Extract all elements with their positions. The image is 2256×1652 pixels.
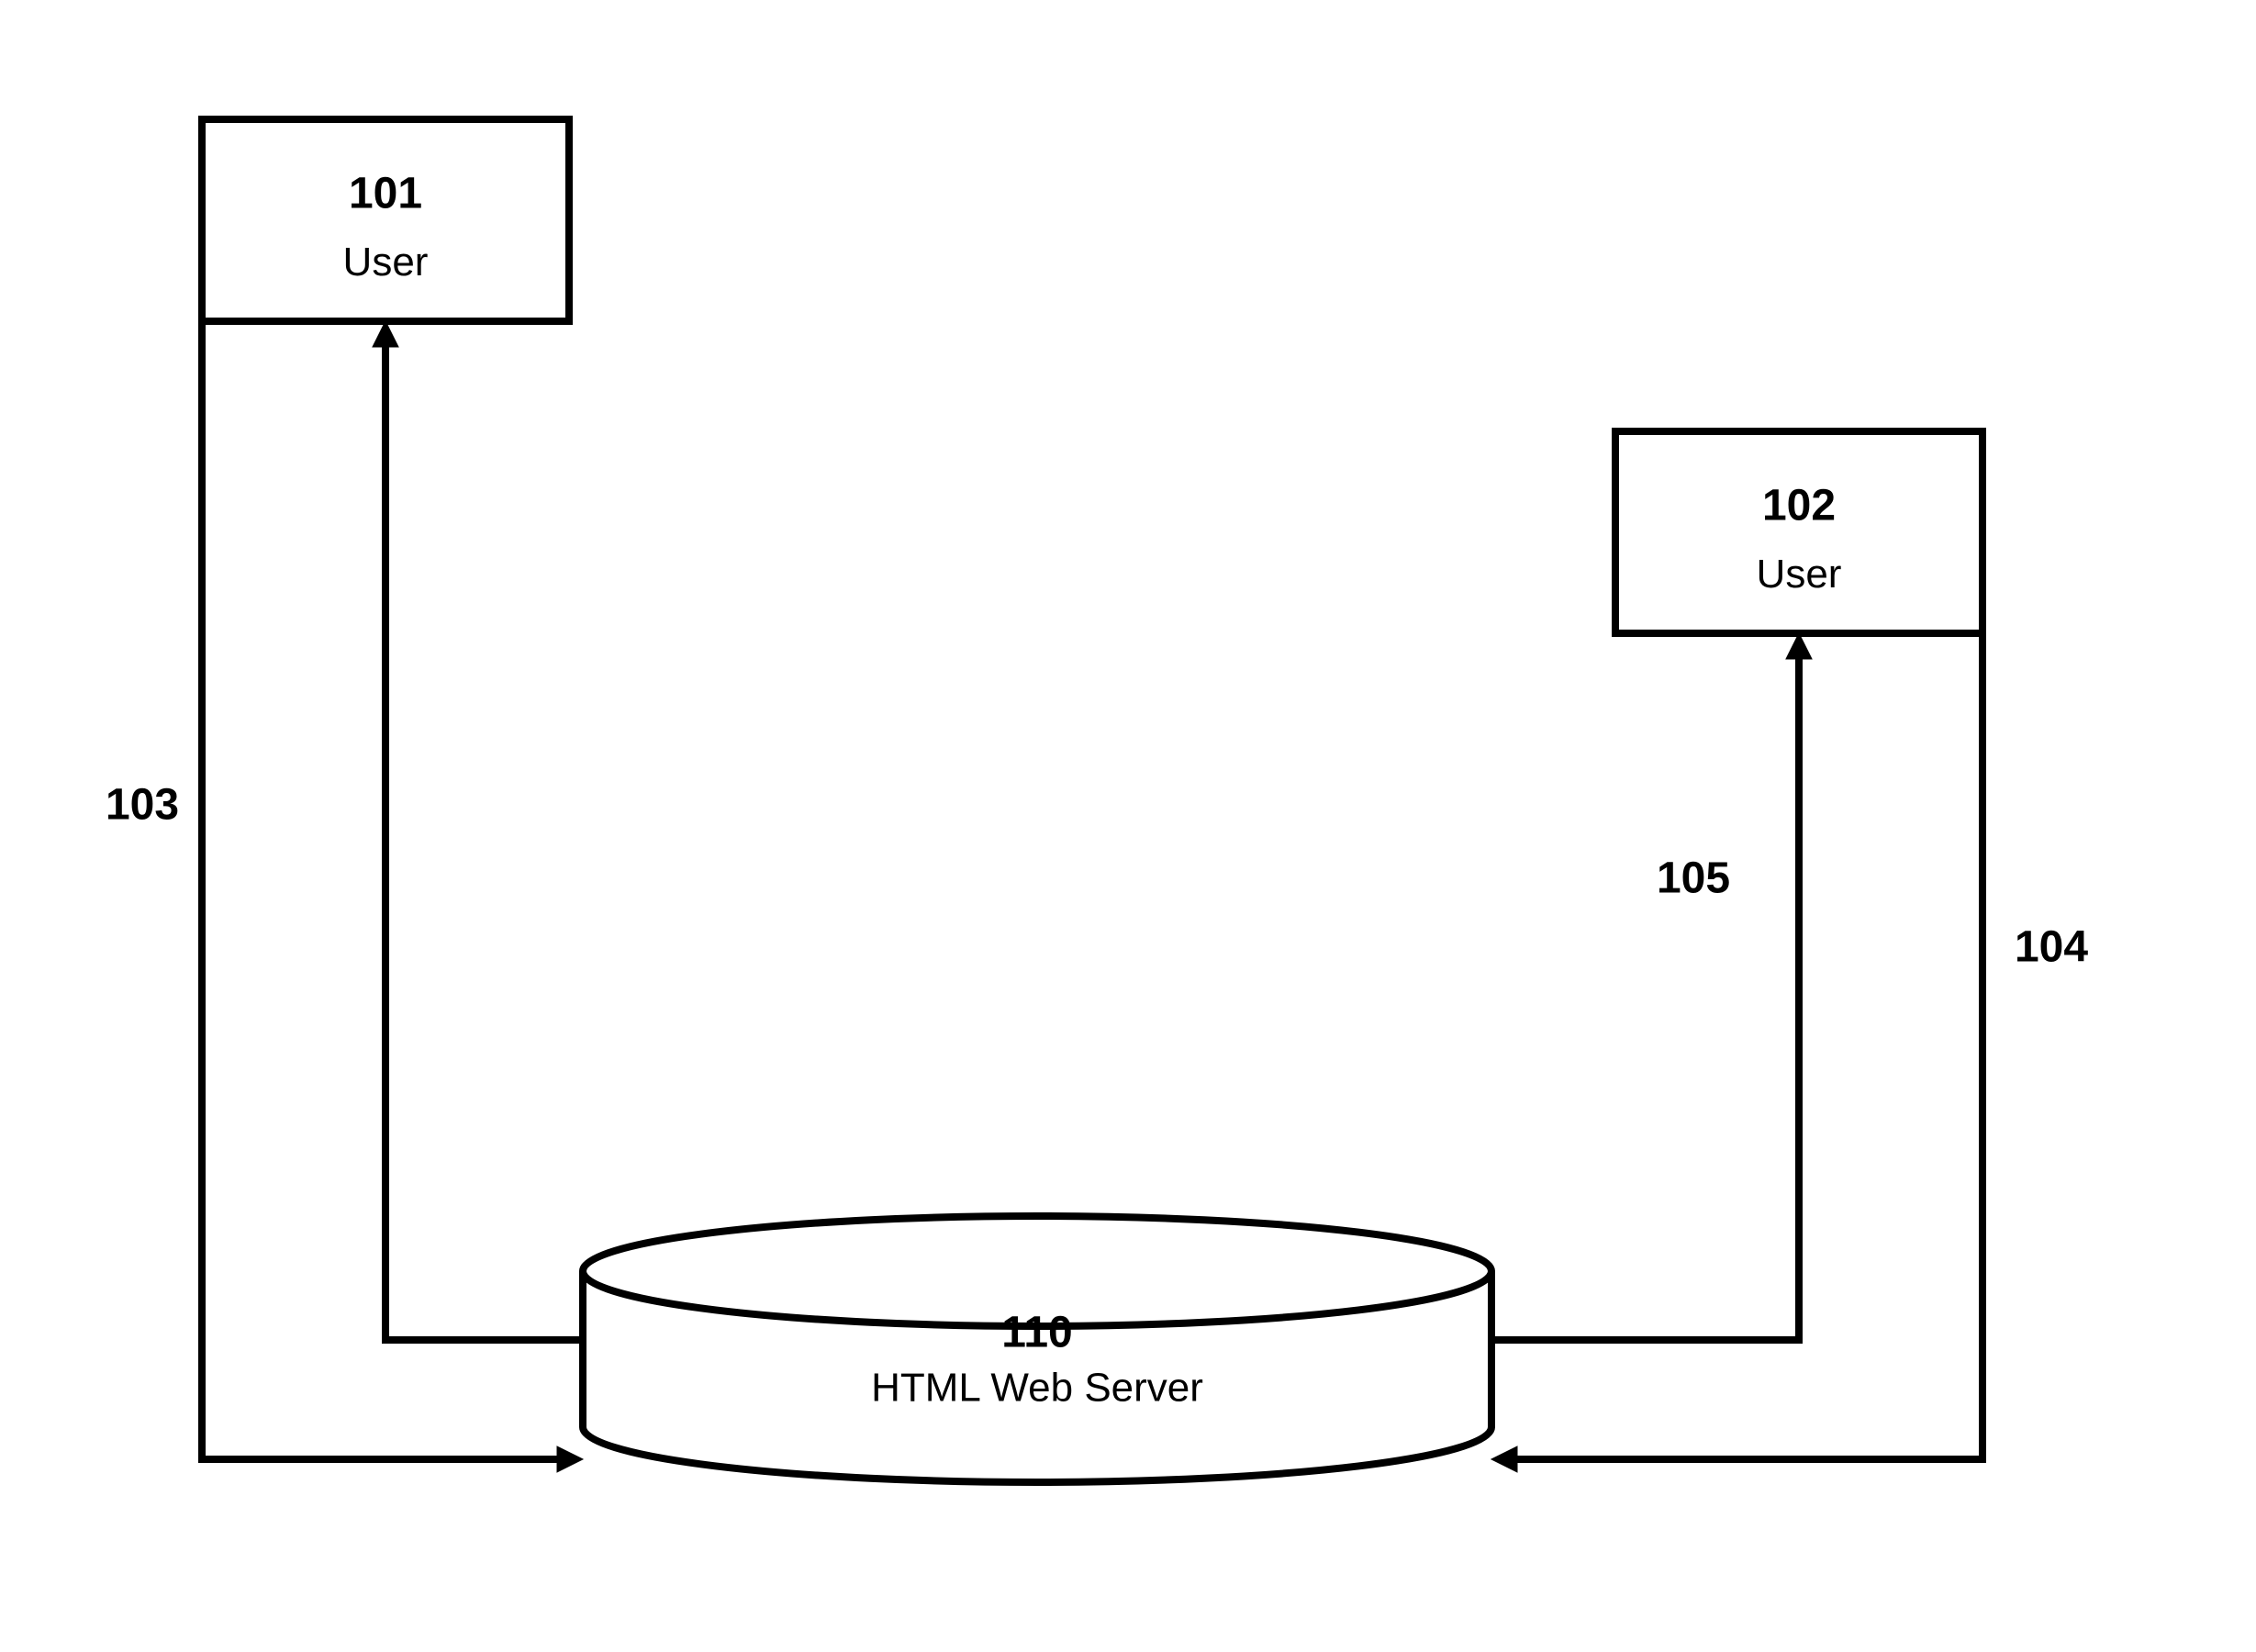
node-server-label: HTML Web Server [871,1366,1203,1411]
edge-e_server_to_user1-arrowhead [373,321,398,347]
node-user2-number: 102 [1762,481,1836,530]
node-server-number: 110 [1001,1309,1072,1357]
edge-e103-arrowhead [557,1446,583,1472]
edge-e104-arrowhead [1491,1446,1517,1472]
edge-e105-line [1491,659,1799,1340]
node-user2-label: User [1757,552,1842,597]
edge-e103-label: 103 [106,781,179,830]
edge-e_server_to_user1-line [385,347,583,1340]
edge-e103-line [202,321,557,1459]
edge-e104-line [1517,633,1982,1459]
node-user1 [202,119,569,321]
node-user1-label: User [343,240,429,285]
node-user2 [1615,431,1982,633]
edge-e104-label: 104 [2015,923,2088,972]
edge-e105-arrowhead [1786,633,1812,659]
edge-e105-label: 105 [1657,854,1730,903]
node-user1-number: 101 [349,169,422,218]
